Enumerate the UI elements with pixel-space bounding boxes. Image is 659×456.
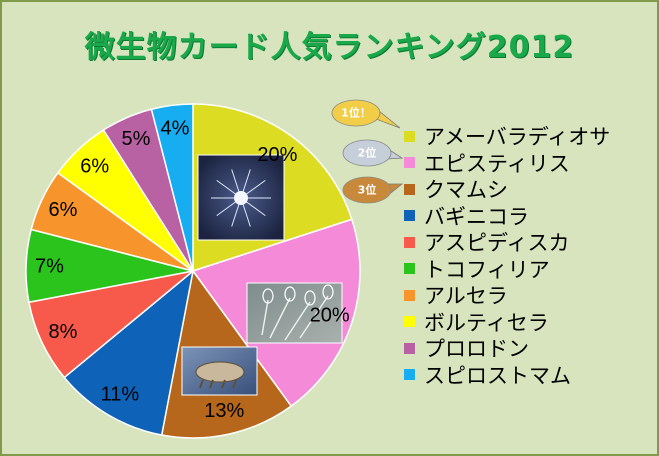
legend-swatch [404, 183, 415, 195]
legend-item: プロロドン [404, 335, 610, 362]
legend-label: スピロストマム [424, 363, 571, 388]
legend-item: エピスティリス [404, 150, 610, 177]
rank-badge-text: 3位 [358, 183, 377, 197]
rank-badge: 2位 [342, 139, 404, 167]
pie-slice [63, 269, 195, 436]
rank-badge: 3位 [342, 176, 404, 204]
legend-swatch [404, 342, 415, 354]
legend-item: ボルティセラ [404, 309, 610, 336]
slice-percent-label: 4% [161, 118, 190, 140]
legend-swatch [404, 289, 415, 301]
epistylis-colony-photo [246, 282, 343, 344]
slice-percent-label: 11% [101, 384, 140, 406]
slice-percent-label: 5% [122, 128, 151, 150]
legend-item: バギニコラ [404, 203, 610, 230]
legend-item: アルセラ [404, 282, 610, 309]
legend-item: スピロストマム [404, 362, 610, 389]
legend-item: クマムシ [404, 176, 610, 203]
chart-title: 微生物カード人気ランキング2012 [84, 30, 575, 65]
pie-slice [150, 103, 194, 272]
rank-badge-text: 1位！ [341, 106, 371, 120]
tardigrade-photo [181, 346, 258, 396]
legend-item: アスピディスカ [404, 229, 610, 256]
slice-percent-label: 13% [204, 400, 244, 422]
slice-percent-label: 6% [80, 155, 109, 177]
legend-label: エピスティリス [424, 151, 570, 176]
legend-label: プロロドン [424, 337, 529, 362]
legend-swatch [404, 369, 415, 381]
legend-item: アメーバラディオサ [404, 123, 610, 150]
legend: アメーバラディオサ エピスティリス クマムシ バギニコラ アスピディスカ トコフィリア アル… [404, 123, 610, 388]
sun-animalcule-photo [197, 154, 285, 241]
slice-percent-label: 6% [49, 199, 78, 221]
slice-percent-label: 20% [257, 144, 297, 166]
legend-swatch [404, 157, 415, 169]
rank-badge-text: 2位 [358, 146, 377, 160]
legend-label: アスピディスカ [424, 231, 570, 256]
legend-swatch [404, 236, 415, 248]
legend-label: トコフィリア [424, 257, 550, 282]
legend-swatch [404, 316, 415, 328]
slice-percent-label: 7% [35, 256, 64, 278]
legend-swatch [404, 210, 415, 222]
legend-label: アルセラ [424, 284, 508, 309]
legend-label: クマムシ [424, 178, 508, 203]
rank-badge: 1位！ [331, 99, 401, 129]
legend-label: ボルティセラ [424, 310, 549, 335]
slice-percent-label: 8% [49, 321, 78, 343]
legend-item: トコフィリア [404, 256, 610, 283]
legend-swatch [404, 263, 415, 275]
legend-swatch [404, 130, 415, 142]
slice-percent-label: 20% [310, 304, 350, 326]
legend-label: アメーバラディオサ [424, 125, 611, 150]
legend-label: バギニコラ [424, 204, 529, 229]
